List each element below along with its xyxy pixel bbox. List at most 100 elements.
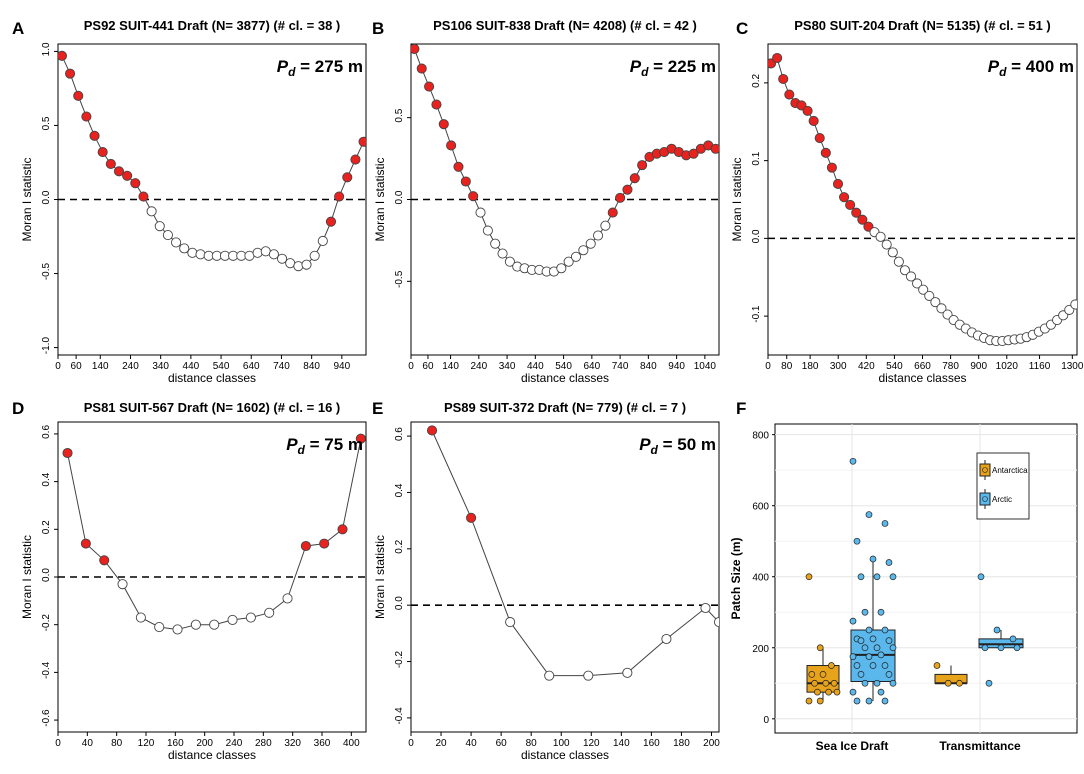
significant-point	[851, 207, 862, 218]
x-tick-label: 420	[858, 361, 875, 372]
significant-point	[358, 136, 366, 147]
data-point	[805, 573, 813, 581]
panel-f: F 0 200 400 600 800 Sea Ice Draft Transmittance…	[729, 399, 1078, 753]
pd-annotation: Pd = 400 m	[988, 57, 1074, 79]
box-arctic	[977, 573, 1024, 687]
x-tick-label: 180	[673, 738, 690, 749]
data-point	[869, 635, 877, 643]
y-tick-label: 0.4	[394, 483, 405, 497]
x-axis-label: distance classes	[878, 371, 966, 385]
x-tick-label: 1020	[996, 361, 1019, 372]
point	[187, 247, 198, 258]
point	[264, 607, 275, 618]
y-axis-label: Moran I statistic	[20, 535, 34, 619]
data-point	[822, 679, 830, 687]
y-tick-label: -0.2	[394, 650, 405, 668]
significant-point	[325, 216, 337, 227]
y-axis-label: Moran I statistic	[373, 157, 387, 241]
data-point	[873, 679, 881, 687]
data-point	[877, 608, 885, 616]
x-tick-label: 140	[442, 361, 459, 372]
data-point	[985, 679, 993, 687]
x-tick-label: 840	[640, 361, 657, 372]
pd-annotation: Pd = 225 m	[630, 57, 716, 79]
pd-subscript: d	[641, 65, 649, 79]
x-tick-label: 60	[422, 361, 434, 372]
point	[713, 617, 719, 628]
point	[924, 290, 935, 301]
significant-point	[355, 433, 366, 444]
legend-point	[982, 496, 988, 502]
point	[875, 231, 886, 242]
point	[600, 220, 611, 231]
data-point	[857, 573, 865, 581]
data-point	[853, 537, 861, 545]
y-tick-label: 0.6	[41, 425, 52, 439]
point	[899, 265, 910, 276]
x-tick-label: 140	[92, 361, 109, 372]
point	[912, 278, 923, 289]
point	[252, 247, 263, 258]
data-point	[877, 651, 885, 659]
data-point	[828, 662, 835, 669]
point	[930, 297, 941, 308]
x-tick-label: 160	[643, 738, 660, 749]
data-point	[853, 662, 861, 669]
data-point	[944, 679, 952, 687]
significant-point	[778, 73, 789, 85]
pd-subscript: d	[298, 443, 306, 457]
data-point	[861, 644, 869, 652]
significant-point	[99, 555, 110, 566]
significant-point	[802, 105, 813, 116]
x-tick-label: 540	[213, 361, 230, 372]
data-point	[814, 688, 821, 696]
significant-point	[89, 130, 100, 141]
box-arctic	[849, 457, 897, 705]
x-tick-label: 440	[183, 361, 200, 372]
series-line	[413, 48, 716, 272]
data-point	[816, 644, 824, 652]
y-axis-label: Patch Size (m)	[729, 537, 743, 619]
data-point	[865, 697, 873, 705]
data-point	[808, 671, 816, 678]
data-point	[873, 644, 881, 652]
x-tick-label: 940	[333, 361, 350, 372]
significant-point	[466, 512, 477, 523]
significant-point	[453, 161, 464, 172]
x-tick-label: 240	[470, 361, 487, 372]
x-tick-label: 80	[111, 738, 123, 749]
significant-point	[122, 170, 133, 181]
point	[504, 256, 515, 267]
point	[482, 225, 493, 236]
significant-point	[688, 148, 699, 159]
significant-point	[637, 160, 648, 171]
point	[585, 238, 596, 249]
y-tick-label: -0.4	[394, 707, 405, 725]
x-tick-label: 0	[55, 361, 61, 372]
point	[905, 271, 917, 282]
y-tick-label: 0.0	[394, 190, 405, 204]
x-tick-label: 100	[553, 738, 570, 749]
point	[190, 619, 201, 630]
data-point	[993, 626, 1001, 634]
data-point	[849, 653, 857, 660]
point	[544, 670, 555, 681]
y-tick-label: 0.0	[751, 229, 762, 243]
y-tick-label: 200	[752, 644, 769, 655]
x-tick-label: 80	[781, 361, 793, 372]
series-line	[770, 57, 1076, 342]
data-point	[853, 697, 861, 705]
pd-symbol: P	[630, 57, 642, 76]
pd-value: = 400 m	[1006, 57, 1074, 76]
legend-point	[982, 467, 988, 473]
x-tick-label: 160	[167, 738, 184, 749]
legend: Antarctica Arctic	[976, 452, 1030, 520]
data-point	[849, 688, 857, 696]
significant-point	[446, 140, 457, 151]
point	[227, 614, 238, 625]
x-tick-label: 180	[802, 361, 819, 372]
data-point	[805, 697, 813, 705]
x-tick-label: 340	[499, 361, 516, 372]
significant-point	[350, 154, 361, 165]
panel-letter: D	[12, 399, 24, 418]
